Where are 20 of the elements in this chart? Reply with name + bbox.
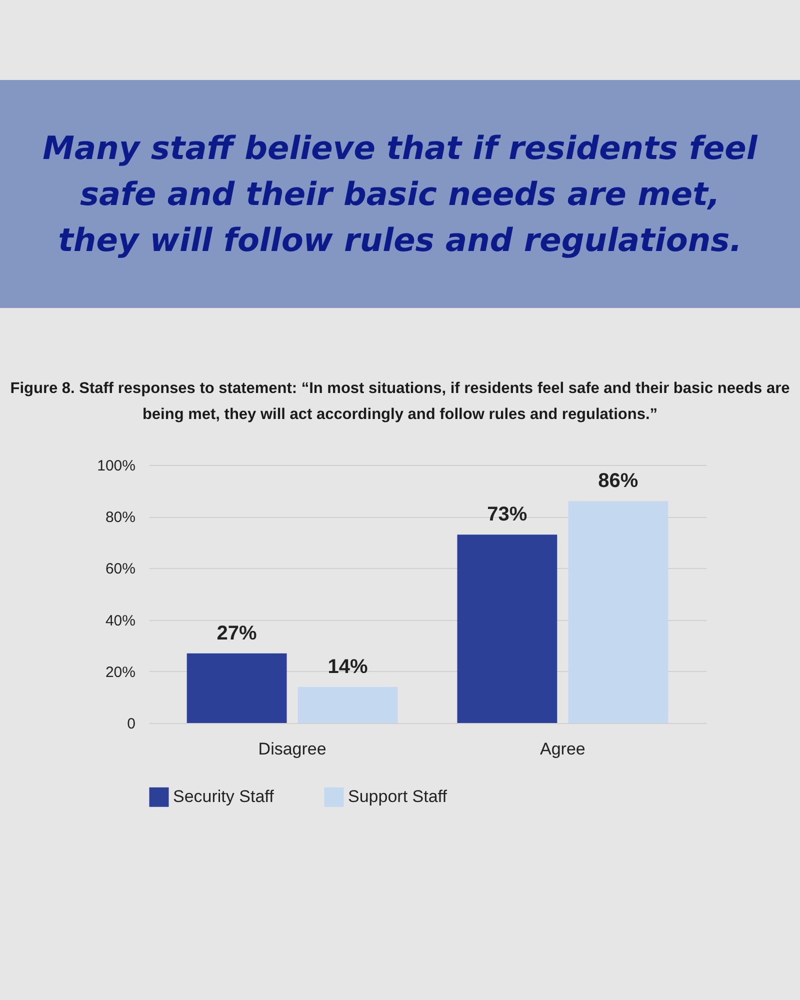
chart-subtitle: Figure 8. Staff responses to statement: “In most situations, if residents feel safe and their basic needs are being met, they will act accordingly and follow rules and regulations.” — [10, 379, 790, 425]
y-tick-label: 40% — [105, 612, 136, 630]
data-label: 27% — [216, 622, 258, 644]
y-tick-label: 100% — [97, 458, 136, 474]
bar — [457, 534, 558, 723]
y-tick-label: 60% — [105, 560, 136, 578]
data-label: 14% — [328, 656, 368, 678]
y-tick-label: 0 — [127, 716, 136, 732]
bar — [568, 501, 668, 723]
chart-title: Many staff believe that if residents feel safe and their basic needs are met, they will follow rules and regulations. — [42, 128, 759, 261]
legend-label: Security Staff — [173, 787, 274, 806]
y-tick-label: 80% — [105, 509, 136, 526]
y-tick-label: 20% — [105, 664, 136, 681]
x-tick-label: Agree — [540, 740, 586, 758]
data-label: 73% — [487, 504, 528, 526]
x-tick-label: Disagree — [258, 740, 326, 758]
bar — [186, 653, 287, 723]
bar — [298, 686, 398, 723]
legend-label: Support Staff — [348, 787, 448, 806]
data-label: 86% — [598, 470, 638, 492]
